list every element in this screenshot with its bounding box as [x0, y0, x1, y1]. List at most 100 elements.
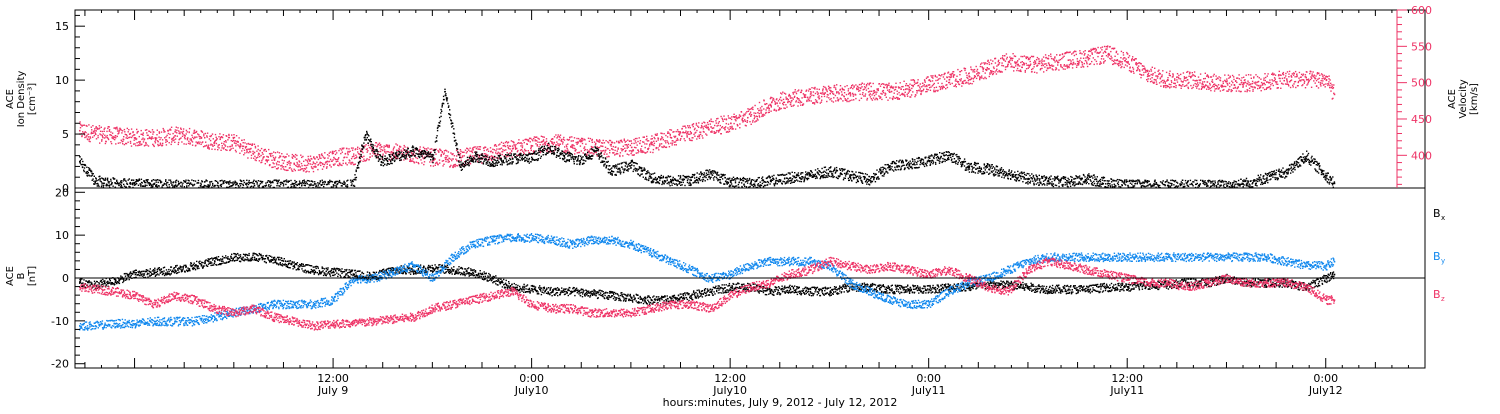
velocity-series-point	[144, 129, 147, 131]
density-series-point	[473, 161, 475, 163]
velocity-series-point	[682, 131, 684, 133]
velocity-series-point	[870, 90, 873, 92]
velocity-series-point	[273, 151, 275, 153]
velocity-series-point	[587, 137, 590, 139]
velocity-series-point	[690, 139, 692, 142]
velocity-series-marker	[352, 155, 355, 157]
velocity-series-point	[804, 94, 807, 96]
density-series-point	[232, 181, 234, 183]
velocity-series-point	[846, 85, 848, 87]
density-series-point	[242, 184, 245, 187]
velocity-series-point	[874, 91, 876, 93]
velocity-series-point	[588, 151, 590, 153]
velocity-series-point	[1086, 61, 1088, 63]
velocity-series-point	[802, 103, 805, 105]
density-series-point	[274, 179, 276, 181]
density-series-point	[302, 182, 304, 184]
density-series-point	[494, 159, 496, 161]
density-series-point	[206, 180, 208, 182]
velocity-series-point	[1176, 79, 1178, 81]
velocity-series-point	[546, 143, 549, 145]
density-series-point	[89, 168, 91, 170]
density-series-point	[102, 186, 105, 188]
density-series-point	[340, 182, 342, 184]
velocity-series-point	[1242, 85, 1244, 87]
velocity-series-point	[224, 145, 227, 147]
density-series-point	[455, 139, 457, 141]
velocity-series-point	[565, 150, 568, 152]
velocity-series-point	[640, 148, 642, 150]
density-series-point	[219, 184, 221, 187]
velocity-series-point	[125, 142, 127, 145]
velocity-series-marker	[611, 148, 613, 150]
velocity-series-point	[732, 128, 734, 130]
velocity-series-point	[333, 150, 335, 153]
velocity-series-point	[716, 130, 718, 132]
velocity-series-point	[540, 135, 543, 137]
velocity-series-point	[532, 140, 534, 142]
velocity-series-point	[879, 97, 881, 99]
density-series-point	[131, 179, 133, 181]
velocity-series-point	[981, 62, 983, 64]
velocity-series-point	[1248, 82, 1250, 84]
velocity-series-point	[1071, 53, 1073, 55]
velocity-series-point	[1002, 58, 1004, 60]
velocity-series-point	[1142, 68, 1144, 70]
density-series-point	[280, 181, 282, 184]
velocity-series-point	[1252, 90, 1254, 92]
velocity-series-point	[179, 133, 181, 135]
velocity-series-point	[1151, 66, 1153, 68]
velocity-series-point	[692, 123, 694, 126]
velocity-series-point	[768, 111, 770, 113]
density-series-point	[516, 158, 519, 160]
velocity-series-point	[546, 148, 549, 150]
velocity-series-point	[531, 138, 533, 141]
velocity-series-point	[108, 130, 110, 132]
density-series-point	[446, 100, 448, 102]
velocity-series-point	[1160, 81, 1162, 83]
velocity-series-point	[882, 89, 885, 92]
velocity-series-point	[459, 152, 462, 155]
velocity-series-point	[113, 136, 116, 138]
velocity-series-point	[926, 85, 928, 88]
velocity-series-point	[758, 101, 761, 104]
velocity-series-point	[215, 139, 218, 141]
velocity-series-point	[877, 88, 879, 90]
velocity-series-point	[746, 120, 749, 122]
density-series-point	[83, 169, 85, 171]
velocity-series-point	[1119, 60, 1121, 62]
velocity-series-point	[1046, 64, 1048, 67]
velocity-series-point	[158, 136, 160, 138]
velocity-series-point	[280, 168, 282, 170]
velocity-series-point	[249, 150, 251, 152]
density-series-point	[88, 174, 90, 176]
velocity-series-point	[795, 91, 797, 93]
velocity-series-point	[1247, 74, 1250, 76]
velocity-series-point	[1228, 77, 1230, 79]
velocity-series-point	[462, 151, 464, 153]
velocity-series-point	[526, 139, 529, 141]
density-series-point	[103, 184, 105, 186]
velocity-series-point	[811, 87, 813, 89]
velocity-series-point	[512, 145, 514, 147]
velocity-series-point	[628, 154, 630, 156]
density-series-point	[392, 157, 394, 160]
velocity-series-point	[912, 79, 915, 81]
density-series-point	[345, 185, 347, 187]
velocity-series-point	[847, 88, 850, 90]
velocity-series-point	[209, 139, 212, 142]
velocity-series-point	[768, 107, 770, 110]
velocity-series-marker	[1067, 59, 1070, 61]
velocity-series-point	[621, 141, 623, 143]
velocity-series-point	[1126, 51, 1128, 54]
velocity-series-point	[1038, 60, 1041, 63]
velocity-series-point	[236, 140, 239, 142]
velocity-series-point	[800, 91, 802, 93]
velocity-series-point	[1010, 58, 1012, 60]
velocity-series-point	[998, 63, 1000, 65]
velocity-series-point	[340, 164, 342, 166]
velocity-series-point	[1283, 80, 1285, 82]
velocity-series-point	[647, 140, 650, 142]
velocity-series-point	[686, 136, 688, 138]
velocity-series-point	[174, 138, 177, 140]
